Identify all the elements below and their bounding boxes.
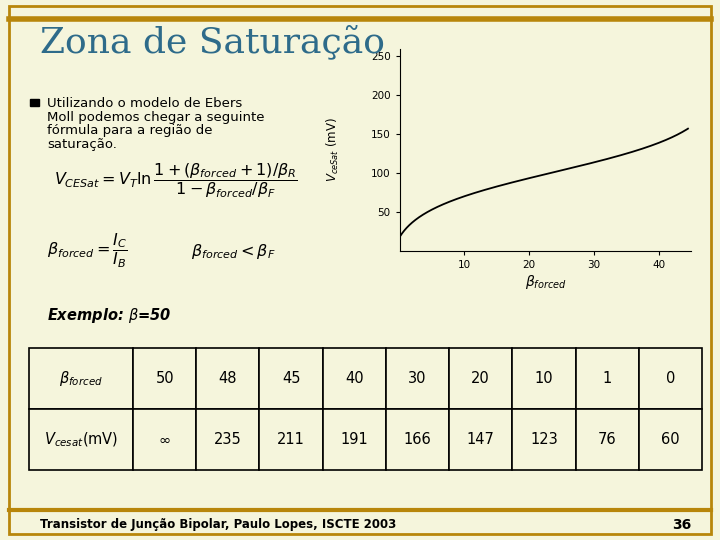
Text: Exemplo: $\beta$=50: Exemplo: $\beta$=50 [47, 306, 171, 326]
Text: Zona de Saturação: Zona de Saturação [40, 24, 384, 59]
Text: 36: 36 [672, 518, 691, 532]
Text: Transistor de Junção Bipolar, Paulo Lopes, ISCTE 2003: Transistor de Junção Bipolar, Paulo Lope… [40, 518, 396, 531]
Text: $\beta_{forced} = \dfrac{I_C}{I_B}$: $\beta_{forced} = \dfrac{I_C}{I_B}$ [47, 232, 127, 271]
Text: $V_{CESat} = V_T \ln\dfrac{1+(\beta_{forced}+1)/\beta_R}{1-\beta_{forced}/\beta_: $V_{CESat} = V_T \ln\dfrac{1+(\beta_{for… [54, 161, 298, 200]
Y-axis label: $V_{ceSat}$ (mV): $V_{ceSat}$ (mV) [325, 117, 341, 183]
Text: $\beta_{forced} < \beta_F$: $\beta_{forced} < \beta_F$ [191, 241, 276, 261]
Text: Moll podemos chegar a seguinte: Moll podemos chegar a seguinte [47, 111, 264, 124]
Text: Utilizando o modelo de Ebers: Utilizando o modelo de Ebers [47, 97, 242, 110]
Text: saturação.: saturação. [47, 138, 117, 151]
X-axis label: $\beta_{forced}$: $\beta_{forced}$ [524, 273, 567, 291]
Text: fórmula para a região de: fórmula para a região de [47, 124, 212, 137]
